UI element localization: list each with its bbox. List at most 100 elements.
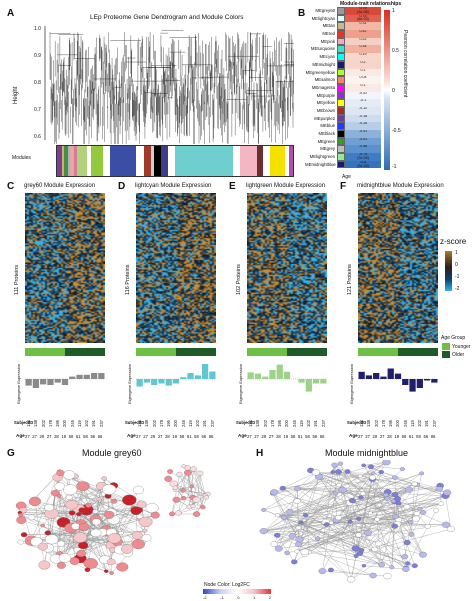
network-node	[395, 501, 402, 506]
network-edge	[381, 471, 428, 527]
age-value: 56	[201, 434, 207, 439]
network-node	[300, 548, 309, 556]
subject-id: 202	[40, 420, 46, 427]
network-node	[375, 540, 383, 547]
network-edge	[322, 468, 403, 547]
network-node	[84, 567, 91, 572]
eigengene-bar-chart	[247, 364, 327, 392]
network-edge	[423, 503, 442, 513]
mtr-row: MEgreenyellow 0.1	[305, 68, 395, 77]
network-edge	[55, 499, 130, 559]
mtr-correlation-cell: -0.02	[345, 91, 381, 100]
age-value: 56	[90, 434, 96, 439]
mtr-module-swatch	[337, 106, 345, 115]
mtr-correlation-cell: -0.58	[345, 145, 381, 154]
panel-label-g: G	[7, 448, 15, 459]
network-edge	[301, 522, 382, 565]
network-edge	[277, 495, 446, 536]
ytick-1: 1.0	[34, 26, 41, 32]
network-node	[136, 500, 147, 508]
cb-tick-2: 0.5	[392, 48, 399, 54]
module-color-strip	[56, 145, 294, 177]
network-edge	[178, 495, 206, 514]
network-node	[189, 484, 195, 489]
network-node	[417, 506, 423, 511]
mtr-row-label: MEyellow	[316, 100, 335, 106]
network-node	[294, 485, 301, 492]
network-node	[338, 486, 347, 493]
network-node	[298, 520, 304, 525]
zscore-label: z-score	[440, 237, 467, 246]
network-node	[65, 494, 73, 500]
subject-id: 195	[55, 420, 61, 427]
age-row-label: Age	[16, 433, 25, 438]
network-node	[58, 553, 72, 563]
cb-tick-3: 0	[392, 88, 395, 94]
heatmap-ylabel: 116 Proteins	[125, 264, 131, 295]
network-node	[20, 532, 28, 538]
network-node	[62, 470, 76, 480]
network-node	[90, 528, 102, 538]
subject-id: 200	[173, 420, 179, 427]
subject-id: 237	[320, 420, 326, 427]
network-edge	[317, 538, 357, 557]
dendrogram-ylabel: Height	[13, 86, 19, 104]
network-edge	[398, 488, 440, 521]
mtr-row: MEmidnight 0.2	[305, 60, 395, 69]
mtr-row-label: MElightcyan	[311, 15, 335, 21]
age-younger-segment	[136, 348, 176, 356]
eigengene-bar	[201, 364, 209, 379]
network-node	[344, 469, 351, 474]
agegroup-old-swatch	[442, 351, 450, 358]
eigengene-bar	[365, 375, 373, 379]
network-node	[374, 517, 380, 522]
mtr-module-swatch	[337, 37, 345, 46]
heatmap-ylabel: 111 Proteins	[14, 264, 20, 295]
network-edge	[445, 495, 452, 529]
subject-id: 191	[202, 420, 208, 427]
mtr-row-label: MEgrey	[320, 146, 335, 152]
network-node	[270, 489, 279, 496]
eigengene-bar	[25, 379, 32, 386]
eigengene-bar	[151, 379, 158, 385]
network-edge	[272, 493, 392, 568]
network-node	[413, 511, 421, 517]
mtr-module-swatch	[337, 7, 345, 15]
subject-id: 124	[248, 420, 253, 427]
network-edge	[114, 500, 130, 539]
network-node	[331, 462, 338, 468]
network-node	[131, 539, 145, 550]
age-value: 61	[75, 434, 81, 439]
subject-id: 191	[313, 420, 319, 427]
eigengene-bar	[320, 379, 327, 384]
network-edge	[71, 512, 75, 562]
network-edge	[274, 492, 378, 520]
heatmap	[25, 193, 105, 343]
cb-tick-4: -0.5	[392, 128, 401, 134]
subject-id: 237	[98, 420, 104, 427]
eigengene-bar	[276, 364, 283, 379]
eigengene-bar	[194, 375, 201, 379]
network-node	[446, 525, 455, 532]
network-node	[275, 513, 280, 518]
network-edge	[70, 489, 146, 523]
mtr-row-label: MEgreen	[317, 138, 335, 144]
mtr-module-swatch	[337, 145, 345, 154]
network-node	[118, 531, 124, 535]
age-value: 58	[83, 434, 88, 439]
network-edge	[315, 472, 374, 474]
zscore-tick-3: -1	[455, 274, 460, 280]
network-edge	[347, 471, 408, 543]
subject-id: 124	[359, 420, 364, 427]
network-edge	[305, 515, 310, 553]
network-edge	[199, 473, 206, 496]
mtr-row-label: MEmagenta	[311, 84, 335, 90]
heatmap-ylabel: 102 Proteins	[236, 264, 242, 295]
eigengene-bar	[32, 379, 40, 388]
network-node	[408, 520, 414, 525]
modules-label: Modules	[12, 155, 31, 161]
mtr-correlation-cell: 0.34	[345, 45, 381, 54]
network-node	[392, 475, 398, 480]
network-edge	[326, 503, 442, 525]
network-edge	[298, 544, 408, 565]
